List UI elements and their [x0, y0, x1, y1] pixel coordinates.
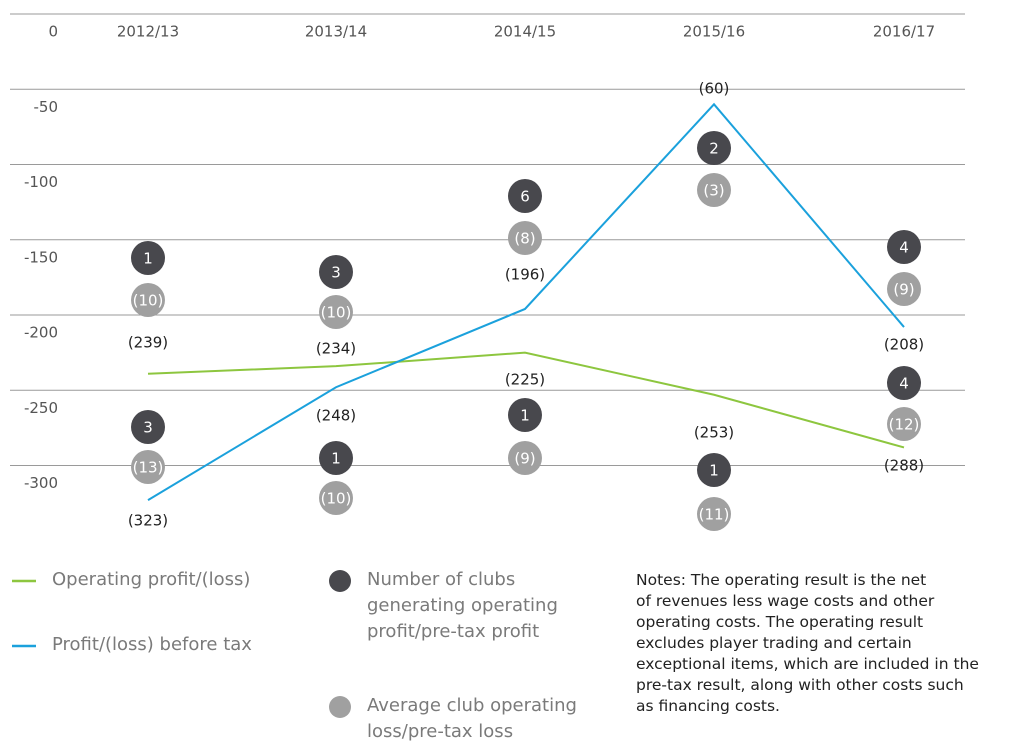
legend-label: Average club operating loss/pre-tax loss: [367, 695, 577, 742]
value-label: (60): [699, 80, 730, 98]
count-circle: [131, 410, 165, 444]
legend-label: Operating profit/(loss): [52, 569, 251, 590]
y-tick-label: -250: [24, 399, 58, 417]
average-circle: [508, 441, 542, 475]
value-label: (323): [128, 512, 168, 530]
count-label: 3: [331, 264, 341, 282]
y-tick-label: -300: [24, 474, 58, 492]
x-tick-label: 2015/16: [683, 23, 745, 41]
average-label: (11): [699, 506, 730, 524]
count-circle: [131, 241, 165, 275]
notes-line: of revenues less wage costs and other: [636, 592, 935, 610]
y-tick-label: -200: [24, 324, 58, 342]
count-circle: [697, 131, 731, 165]
average-label: (10): [321, 304, 352, 322]
x-tick-label: 2014/15: [494, 23, 556, 41]
count-label: 1: [520, 407, 530, 425]
legend-swatch: [329, 570, 351, 592]
chart: 0 -50 -100 -150 -200 -250 -300 2012/13 2013/14 20…: [10, 13, 965, 531]
count-circle: [887, 230, 921, 264]
average-label: (3): [703, 182, 724, 200]
series-line: [147, 351, 905, 449]
notes-line: exceptional items, which are included in…: [636, 655, 979, 673]
average-label: (9): [514, 450, 535, 468]
value-label: (234): [316, 340, 356, 358]
count-circle: [508, 398, 542, 432]
count-circle: [508, 179, 542, 213]
average-label: (13): [133, 459, 164, 477]
average-label: (12): [889, 416, 920, 434]
count-label: 6: [520, 188, 530, 206]
average-circle: [887, 407, 921, 441]
count-label: 3: [143, 419, 153, 437]
value-label: (208): [884, 336, 924, 354]
count-label: 2: [709, 140, 719, 158]
count-circle: [319, 441, 353, 475]
x-tick-label: 2012/13: [117, 23, 179, 41]
average-label: (10): [133, 292, 164, 310]
notes-line: as financing costs.: [636, 697, 780, 715]
average-circle: [131, 283, 165, 317]
count-label: 1: [331, 450, 341, 468]
legend-label: Profit/(loss) before tax: [52, 634, 252, 655]
count-label: 4: [899, 239, 909, 257]
average-circle: [508, 221, 542, 255]
x-tick-label: 2013/14: [305, 23, 367, 41]
legend-swatch: [329, 696, 351, 718]
value-label: (225): [505, 371, 545, 389]
average-circle: [319, 481, 353, 515]
average-label: (10): [321, 490, 352, 508]
count-label: 1: [709, 462, 719, 480]
notes-line: Notes: The operating result is the net: [636, 571, 927, 589]
value-label: (253): [694, 424, 734, 442]
count-label: 4: [899, 375, 909, 393]
y-tick-label: 0: [48, 23, 58, 41]
average-label: (9): [893, 281, 914, 299]
average-circle: [887, 272, 921, 306]
count-circle: [887, 366, 921, 400]
value-label: (239): [128, 334, 168, 352]
notes: Notes: The operating result is the net of…: [636, 570, 1014, 717]
notes-line: operating costs. The operating result: [636, 613, 924, 631]
value-label: (288): [884, 457, 924, 475]
notes-line: excludes player trading and certain: [636, 634, 912, 652]
average-label: (8): [514, 230, 535, 248]
series-line: [147, 102, 905, 501]
value-label: (248): [316, 407, 356, 425]
count-circle: [697, 453, 731, 487]
average-circle: [131, 450, 165, 484]
y-tick-label: -150: [24, 248, 58, 266]
y-tick-label: -100: [24, 173, 58, 191]
y-tick-label: -50: [34, 98, 59, 116]
average-circle: [697, 173, 731, 207]
count-circle: [319, 255, 353, 289]
average-circle: [319, 295, 353, 329]
average-circle: [697, 497, 731, 531]
legend-label: Number of clubs generating operating pro…: [367, 569, 558, 642]
x-tick-label: 2016/17: [873, 23, 935, 41]
count-label: 1: [143, 250, 153, 268]
value-label: (196): [505, 266, 545, 284]
notes-line: pre-tax result, along with other costs s…: [636, 676, 964, 694]
